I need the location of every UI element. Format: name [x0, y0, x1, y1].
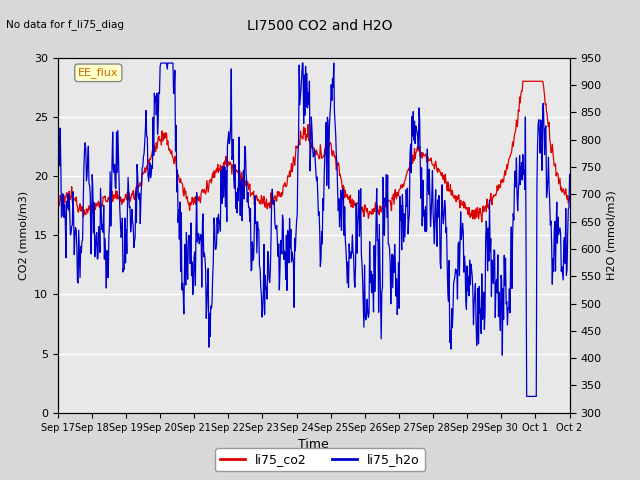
li75_h2o	[352, 262, 360, 268]
li75_h2o	[54, 204, 61, 209]
Line: li75_co2: li75_co2	[58, 81, 570, 222]
li75_co2	[566, 193, 573, 199]
li75_co2	[85, 203, 93, 208]
li75_h2o	[566, 172, 573, 178]
X-axis label: Time: Time	[298, 438, 329, 451]
Legend: li75_co2, li75_h2o: li75_co2, li75_h2o	[215, 448, 425, 471]
li75_h2o	[365, 310, 373, 316]
li75_co2	[442, 179, 450, 184]
li75_co2	[519, 78, 527, 84]
Text: EE_flux: EE_flux	[78, 67, 118, 78]
li75_h2o	[157, 60, 164, 66]
li75_h2o	[381, 233, 388, 239]
li75_co2	[380, 206, 388, 212]
li75_h2o	[85, 181, 93, 187]
li75_co2	[478, 219, 486, 225]
li75_h2o	[495, 289, 503, 295]
Line: li75_h2o: li75_h2o	[58, 63, 570, 396]
Y-axis label: CO2 (mmol/m3): CO2 (mmol/m3)	[18, 191, 28, 280]
Text: No data for f_li75_diag: No data for f_li75_diag	[6, 19, 124, 30]
Text: LI7500 CO2 and H2O: LI7500 CO2 and H2O	[247, 19, 393, 33]
li75_co2	[351, 203, 359, 209]
li75_h2o	[523, 394, 531, 399]
li75_h2o	[443, 225, 451, 230]
Y-axis label: H2O (mmol/m3): H2O (mmol/m3)	[607, 191, 617, 280]
li75_co2	[365, 216, 372, 221]
li75_co2	[54, 204, 61, 209]
li75_co2	[495, 185, 503, 191]
